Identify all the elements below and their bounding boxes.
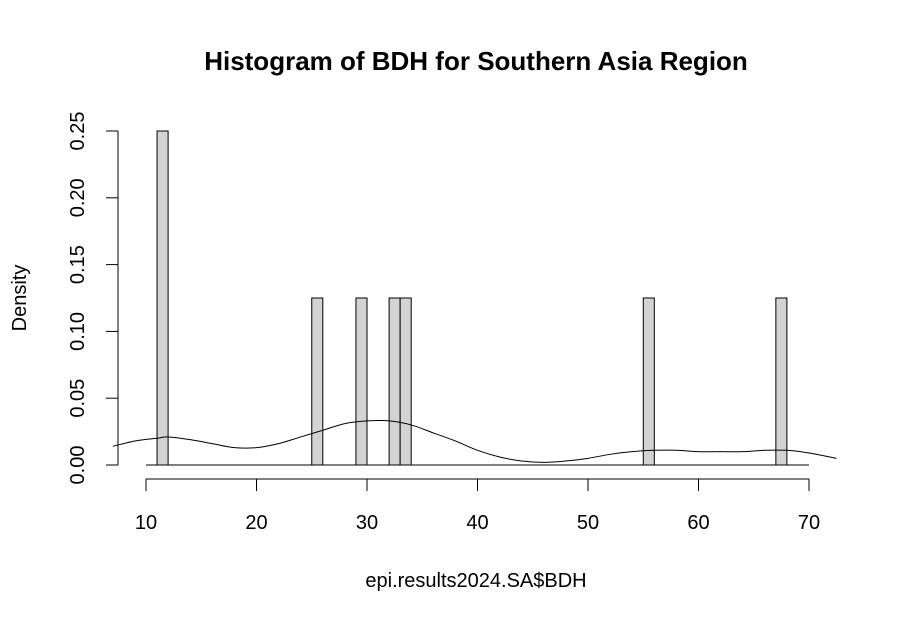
x-tick-label: 40: [466, 512, 488, 534]
bars-group: [156, 130, 788, 466]
histogram-bar: [355, 297, 368, 466]
histogram-bar: [642, 297, 655, 466]
chart-title: Histogram of BDH for Southern Asia Regio…: [204, 46, 748, 76]
y-axis-label: Density: [9, 265, 31, 332]
density-curve: [112, 419, 837, 463]
histogram-bar: [399, 297, 412, 466]
histogram-bar: [311, 297, 324, 466]
x-axis-label: epi.results2024.SA$BDH: [365, 570, 586, 592]
y-tick-label: 0.00: [67, 446, 89, 485]
y-tick-label: 0.10: [67, 312, 89, 351]
y-tick-label: 0.05: [67, 379, 89, 418]
y-tick-label: 0.25: [67, 112, 89, 151]
x-axis: 10 20 30 40 50 60 70: [135, 478, 820, 534]
y-axis: 0.00 0.05 0.10 0.15 0.20 0.25: [67, 112, 119, 485]
y-tick-label: 0.20: [67, 178, 89, 217]
y-tick-label: 0.15: [67, 245, 89, 284]
x-tick-label: 10: [135, 512, 157, 534]
x-tick-label: 20: [245, 512, 267, 534]
histogram-bar: [156, 130, 169, 466]
x-tick-label: 30: [356, 512, 378, 534]
histogram-bar: [388, 297, 401, 466]
x-tick-label: 60: [687, 512, 709, 534]
x-tick-label: 70: [798, 512, 820, 534]
histogram-bar: [775, 297, 788, 466]
x-tick-label: 50: [577, 512, 599, 534]
